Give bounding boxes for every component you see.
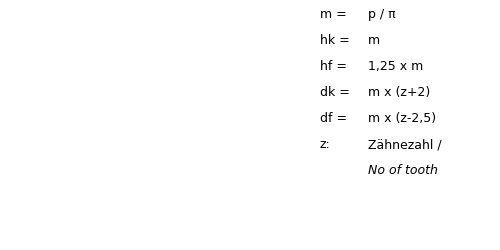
Text: dk =: dk = [320,86,350,99]
Text: z:: z: [320,138,331,151]
Text: 1,25 x m: 1,25 x m [368,60,423,73]
Text: m x (z-2,5): m x (z-2,5) [368,112,436,125]
Text: Zähnezahl /: Zähnezahl / [368,138,442,151]
Text: m x (z+2): m x (z+2) [368,86,430,99]
Text: df =: df = [320,112,347,125]
Text: m: m [368,34,380,47]
Text: hk =: hk = [320,34,350,47]
Text: No of tooth: No of tooth [368,164,438,177]
Text: m =: m = [320,8,347,21]
Text: hf =: hf = [320,60,347,73]
Text: p / π: p / π [368,8,396,21]
